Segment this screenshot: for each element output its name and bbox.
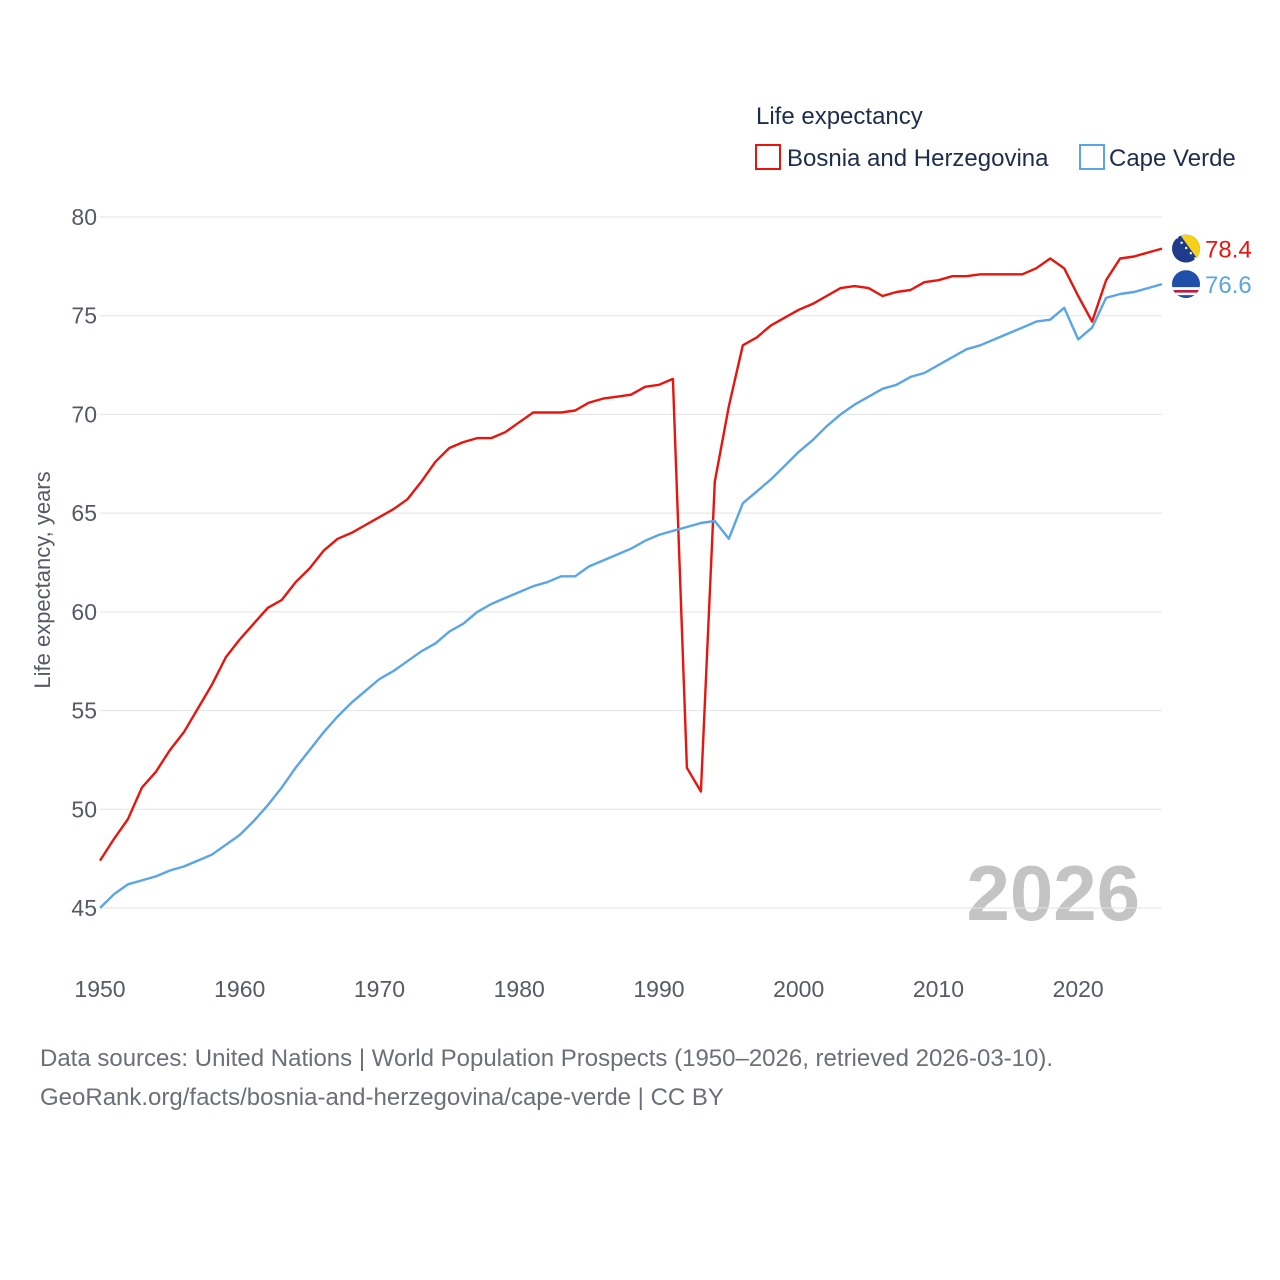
series-layer xyxy=(98,247,1163,909)
x-tick-label: 1960 xyxy=(214,976,265,1002)
marker-layer: 78.4 76.6 xyxy=(1172,234,1252,299)
x-tick-label: 1970 xyxy=(354,976,405,1002)
cape-verde-flag-icon xyxy=(1172,270,1200,299)
y-axis-title: Life expectancy, years xyxy=(30,471,55,688)
x-tick-label: 2020 xyxy=(1053,976,1104,1002)
end-value-label-bosnia: 78.4 xyxy=(1205,237,1252,264)
y-tick-label: 80 xyxy=(71,204,97,230)
legend-label-cape-verde: Cape Verde xyxy=(1109,145,1236,172)
legend-label-bosnia: Bosnia and Herzegovina xyxy=(787,145,1049,172)
grid-layer xyxy=(100,216,1162,909)
series-line-bosnia[interactable] xyxy=(98,247,1163,862)
y-tick-label: 65 xyxy=(71,500,97,526)
y-tick-label: 60 xyxy=(71,599,97,625)
series-line-cape-verde[interactable] xyxy=(99,282,1163,909)
y-tick-label: 50 xyxy=(71,796,97,822)
tick-layer: 45 50 55 60 65 70 75 80 1950 1960 1970 1980 1990 2000… xyxy=(71,204,1103,1002)
x-tick-label: 1950 xyxy=(74,976,125,1002)
source-line-1: Data sources: United Nations | World Pop… xyxy=(40,1045,1054,1072)
y-tick-label: 75 xyxy=(71,303,97,329)
y-tick-label: 55 xyxy=(71,698,97,724)
legend-title: Life expectancy xyxy=(756,103,923,130)
x-tick-label: 2010 xyxy=(913,976,964,1002)
legend-item-cape-verde[interactable]: Cape Verde xyxy=(1079,144,1236,172)
y-tick-label: 70 xyxy=(71,401,97,427)
x-tick-label: 1980 xyxy=(494,976,545,1002)
life-expectancy-chart: Life expectancy Bosnia and Herzegovina C… xyxy=(30,103,1252,1002)
legend-swatch-cape-verde xyxy=(1079,144,1105,170)
end-value-label-cape-verde: 76.6 xyxy=(1205,272,1252,299)
legend-item-bosnia[interactable]: Bosnia and Herzegovina xyxy=(755,144,1049,172)
legend-swatch-bosnia xyxy=(755,144,781,170)
source-line-2[interactable]: GeoRank.org/facts/bosnia-and-herzegovina… xyxy=(40,1084,724,1111)
x-tick-label: 1990 xyxy=(633,976,684,1002)
bosnia-flag-icon xyxy=(1172,234,1200,263)
year-watermark: 2026 xyxy=(966,849,1140,937)
x-tick-label: 2000 xyxy=(773,976,824,1002)
y-tick-label: 45 xyxy=(71,895,97,921)
